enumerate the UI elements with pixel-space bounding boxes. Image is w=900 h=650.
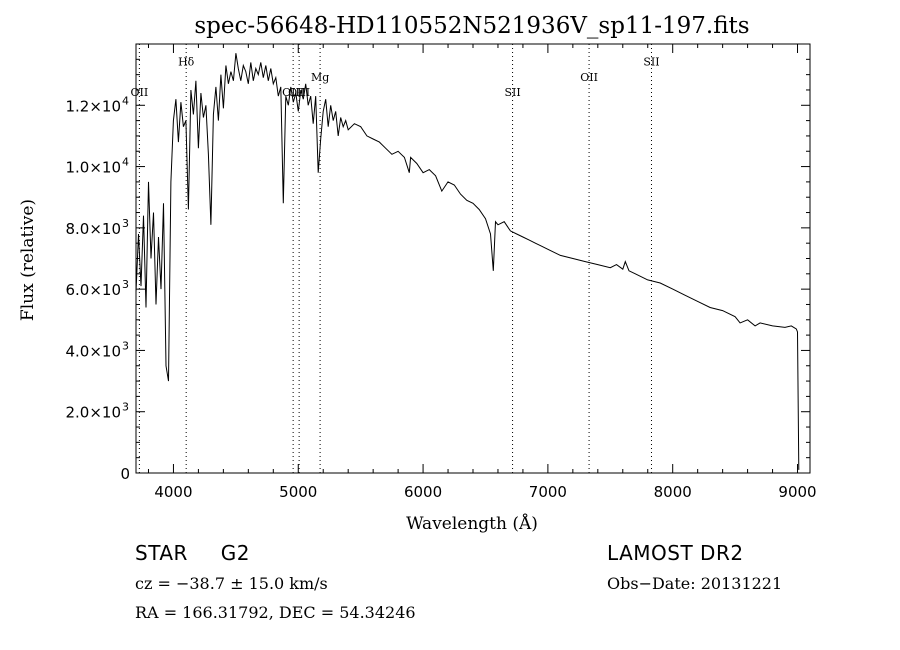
object-class: STAR G2	[135, 541, 250, 565]
spectrum-line	[135, 53, 800, 470]
y-tick-exponent: 3	[122, 401, 129, 414]
survey-name: LAMOST DR2	[607, 541, 744, 565]
x-tick-label: 7000	[529, 483, 567, 501]
y-tick-label: 8.0×10	[65, 220, 121, 238]
x-tick-label: 5000	[279, 483, 317, 501]
marker-label: OII	[580, 71, 598, 84]
y-tick-exponent: 4	[122, 94, 129, 107]
y-axis-label: Flux (relative)	[18, 199, 38, 321]
x-axis: 4000 5000 6000 7000 8000 9000	[147, 44, 817, 501]
object-type: STAR	[135, 541, 188, 565]
y-tick-exponent: 3	[122, 278, 129, 291]
marker-label: Hδ	[178, 55, 195, 68]
y-tick-exponent: 3	[122, 339, 129, 352]
redshift-velocity: cz = −38.7 ± 15.0 km/s	[135, 574, 328, 593]
x-tick-label: 8000	[654, 483, 692, 501]
y-tick-label: 0	[120, 465, 130, 483]
marker-label: SII	[643, 55, 659, 68]
y-tick-exponent: 4	[122, 156, 129, 169]
y-axis: 02.0×10 34.0×10 36.0×10 38.0×10 31.0×10 41.2×…	[65, 58, 810, 483]
coordinates: RA = 166.31792, DEC = 54.34246	[135, 603, 416, 622]
marker-label: Mg	[311, 71, 329, 84]
plot-frame	[135, 43, 811, 474]
y-tick-label: 1.2×10	[65, 97, 121, 115]
y-tick-exponent: 3	[122, 217, 129, 230]
marker-label: OIII	[282, 86, 304, 99]
observation-date: Obs−Date: 20131221	[607, 574, 783, 593]
y-tick-label: 1.0×10	[65, 159, 121, 177]
x-tick-label: 9000	[778, 483, 816, 501]
y-tick-label: 4.0×10	[65, 342, 121, 360]
chart-title: spec-56648-HD110552N521936V_sp11-197.fit…	[194, 13, 749, 39]
marker-label: OII	[131, 86, 149, 99]
marker-label: SII	[504, 86, 520, 99]
x-axis-label: Wavelength (Å)	[406, 513, 538, 534]
x-tick-label: 6000	[404, 483, 442, 501]
object-subclass: G2	[220, 541, 251, 565]
y-tick-label: 6.0×10	[65, 281, 121, 299]
y-tick-label: 2.0×10	[65, 404, 121, 422]
x-tick-label: 4000	[154, 483, 192, 501]
